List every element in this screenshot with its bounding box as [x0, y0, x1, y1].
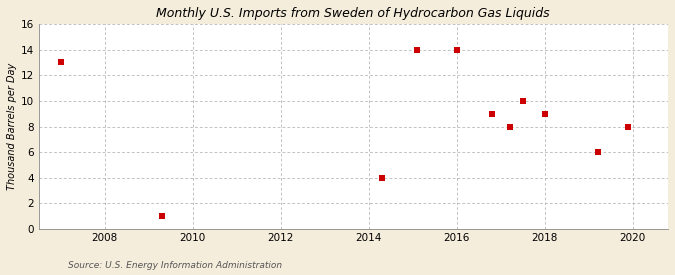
Text: Source: U.S. Energy Information Administration: Source: U.S. Energy Information Administ… — [68, 260, 281, 270]
Point — [504, 124, 515, 129]
Point — [377, 176, 387, 180]
Point — [539, 111, 550, 116]
Point — [412, 47, 423, 52]
Point — [487, 111, 497, 116]
Point — [592, 150, 603, 154]
Point — [55, 60, 66, 65]
Point — [157, 214, 167, 219]
Point — [517, 99, 528, 103]
Y-axis label: Thousand Barrels per Day: Thousand Barrels per Day — [7, 63, 17, 190]
Point — [452, 47, 462, 52]
Title: Monthly U.S. Imports from Sweden of Hydrocarbon Gas Liquids: Monthly U.S. Imports from Sweden of Hydr… — [157, 7, 550, 20]
Point — [623, 124, 634, 129]
